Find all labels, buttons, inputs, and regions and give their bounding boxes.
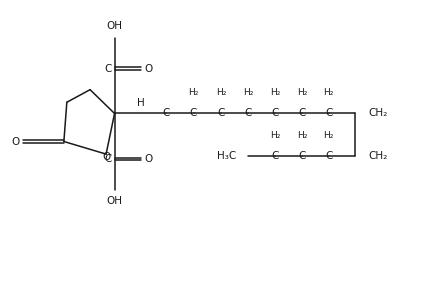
Text: OH: OH xyxy=(107,196,122,207)
Text: H₂: H₂ xyxy=(270,130,280,140)
Text: H₂: H₂ xyxy=(323,130,334,140)
Text: O: O xyxy=(11,136,20,147)
Text: OH: OH xyxy=(107,21,122,31)
Text: C: C xyxy=(104,154,111,164)
Text: C: C xyxy=(245,108,252,119)
Text: H₂: H₂ xyxy=(323,88,334,97)
Text: C: C xyxy=(298,151,306,161)
Text: H₃C: H₃C xyxy=(217,151,237,161)
Text: H₂: H₂ xyxy=(216,88,226,97)
Text: C: C xyxy=(162,108,170,119)
Text: O: O xyxy=(103,153,111,162)
Text: H₂: H₂ xyxy=(297,88,307,97)
Text: C: C xyxy=(325,108,332,119)
Text: CH₂: CH₂ xyxy=(368,151,387,161)
Text: C: C xyxy=(217,108,225,119)
Text: C: C xyxy=(325,151,332,161)
Text: CH₂: CH₂ xyxy=(368,108,387,119)
Text: C: C xyxy=(271,108,279,119)
Text: C: C xyxy=(298,108,306,119)
Text: C: C xyxy=(271,151,279,161)
Text: H₂: H₂ xyxy=(270,88,280,97)
Text: H: H xyxy=(137,98,144,108)
Text: H₂: H₂ xyxy=(297,130,307,140)
Text: C: C xyxy=(190,108,197,119)
Text: O: O xyxy=(144,64,153,74)
Text: H₂: H₂ xyxy=(188,88,198,97)
Text: O: O xyxy=(144,154,153,164)
Text: H₂: H₂ xyxy=(243,88,254,97)
Text: C: C xyxy=(104,64,111,74)
